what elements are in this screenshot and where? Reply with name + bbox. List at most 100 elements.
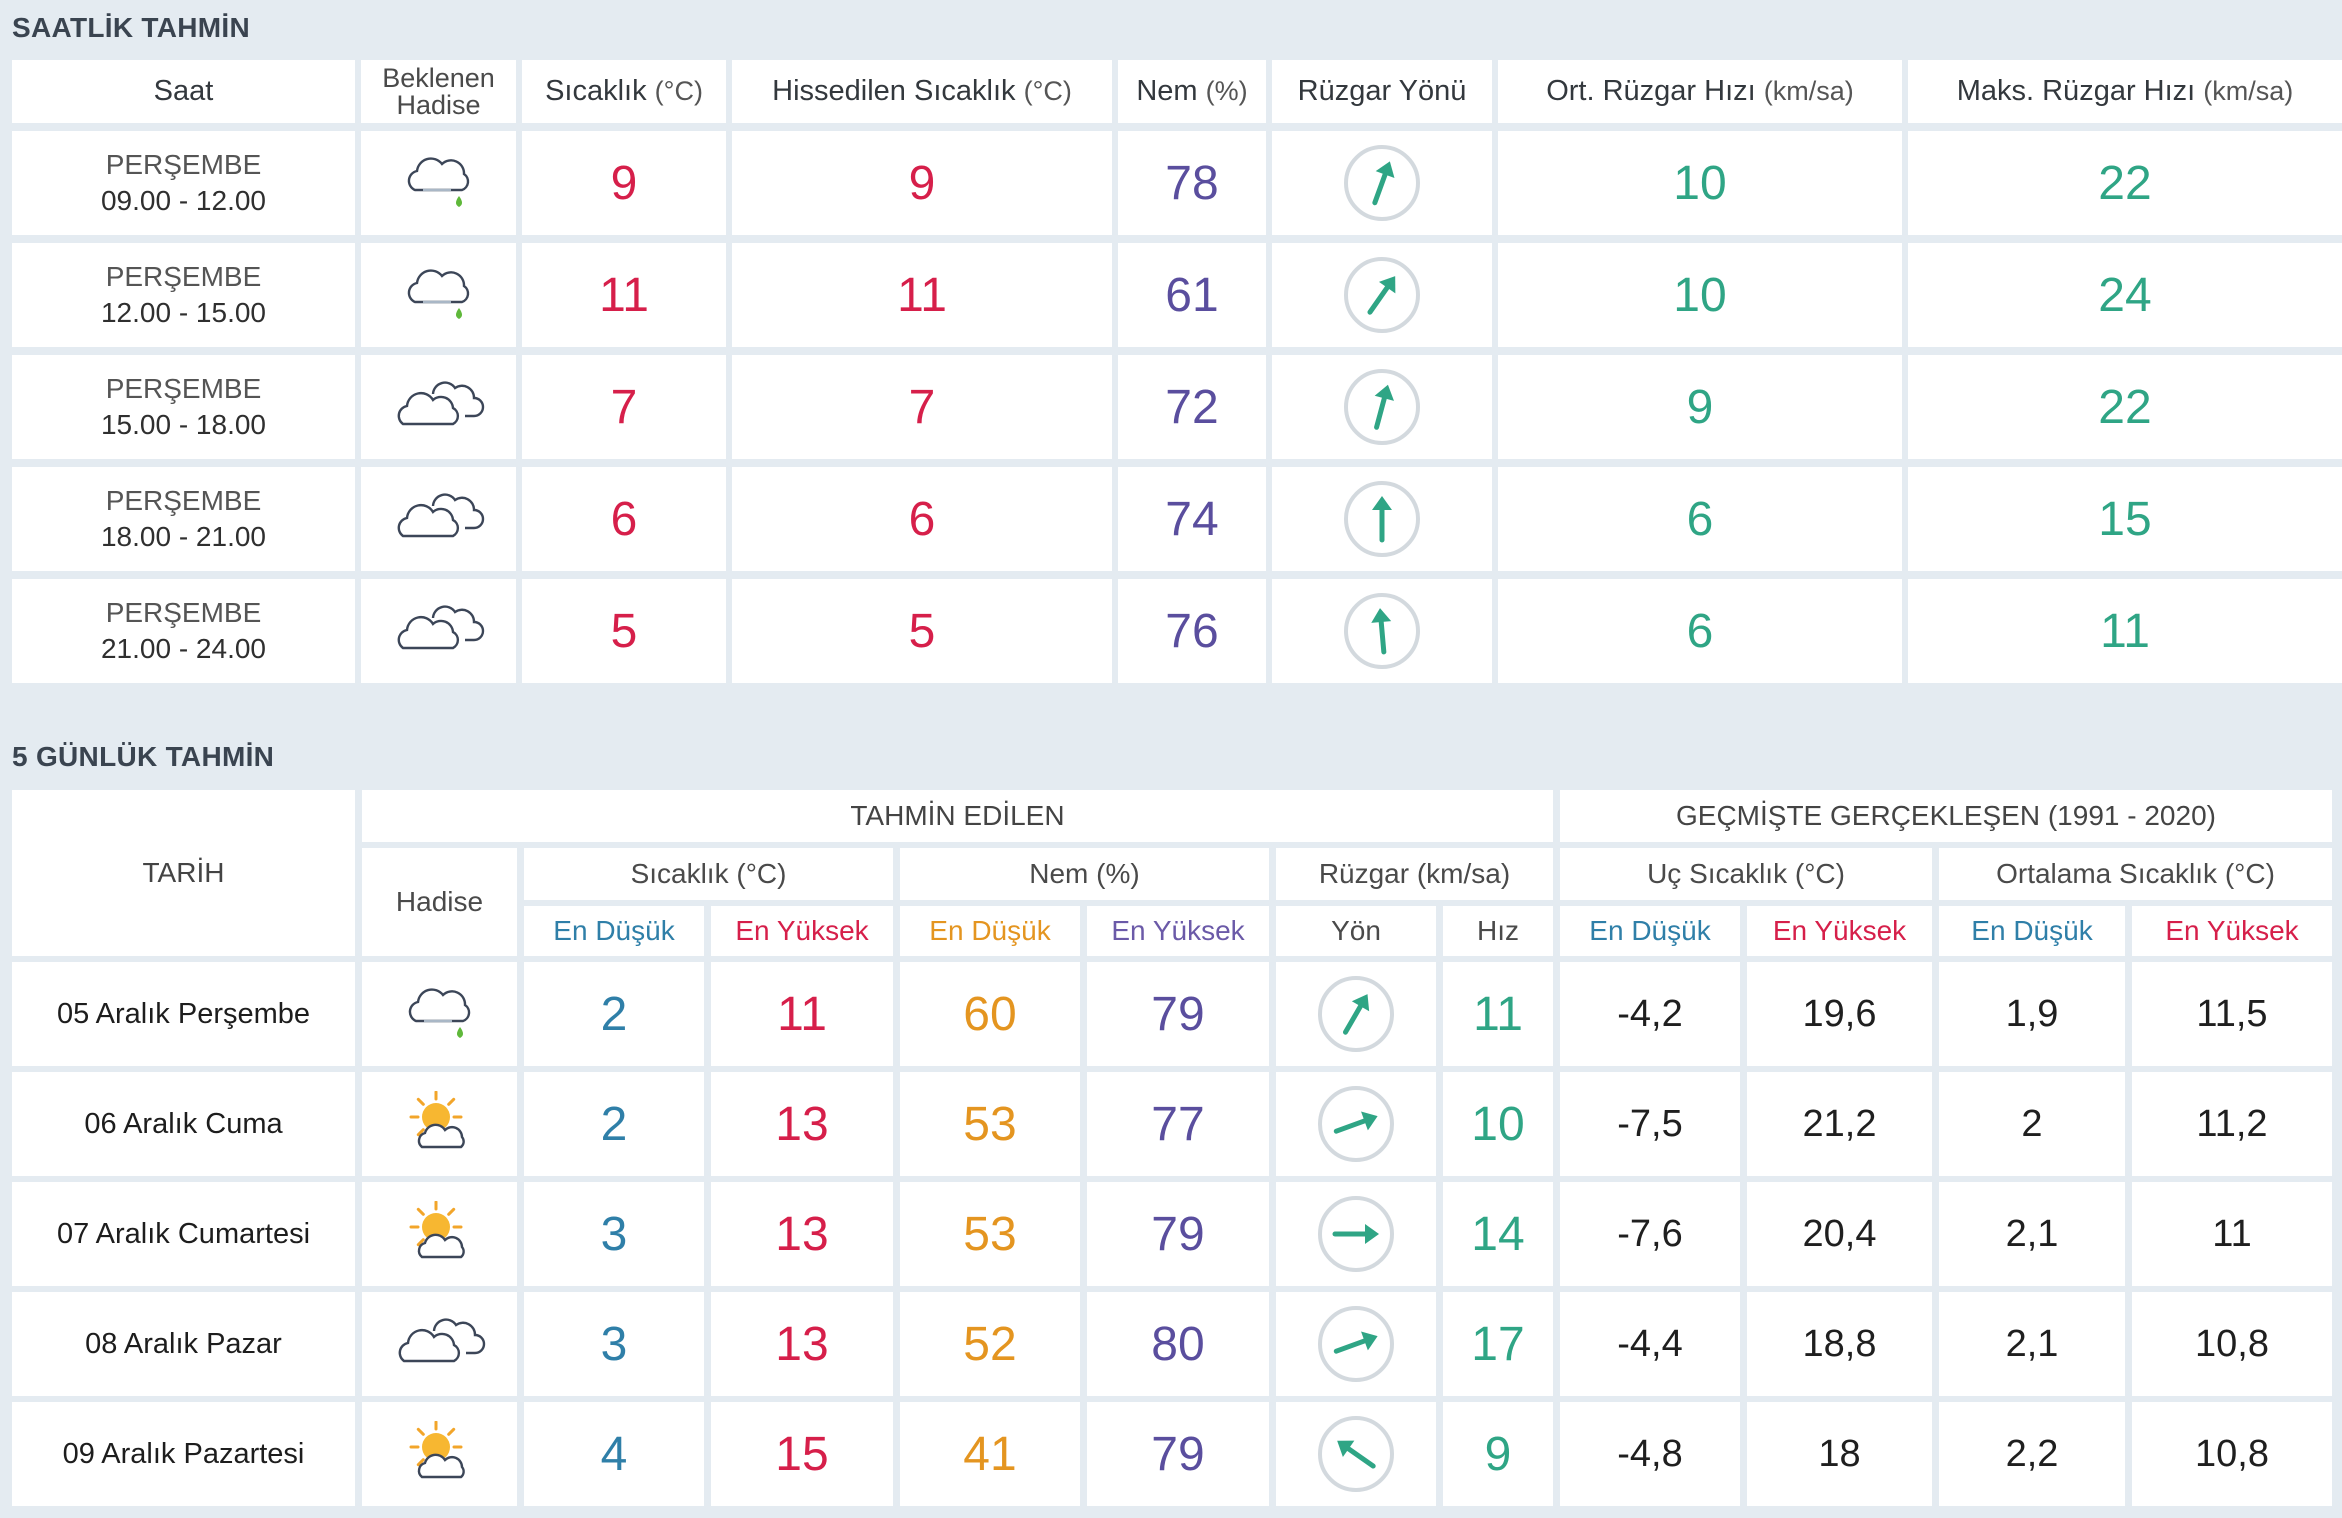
hourly-time-range: 21.00 - 24.00 bbox=[100, 633, 267, 664]
daily-extreme-min: -7,6 bbox=[1560, 1182, 1740, 1286]
header-gecmis: GEÇMİŞTE GERÇEKLEŞEN (1991 - 2020) bbox=[1560, 790, 2332, 842]
hourly-max-wind: 24 bbox=[1908, 243, 2342, 347]
header-hadise: Hadise bbox=[362, 848, 517, 956]
daily-average-max: 10,8 bbox=[2132, 1402, 2332, 1506]
hourly-wind-direction-cell bbox=[1272, 355, 1492, 459]
daily-humidity-max: 80 bbox=[1087, 1292, 1269, 1396]
daily-temp-max: 11 bbox=[711, 962, 893, 1066]
subheader-sicaklik-max: En Yüksek bbox=[711, 906, 893, 956]
daily-temp-max: 15 bbox=[711, 1402, 893, 1506]
hourly-feels-like: 5 bbox=[732, 579, 1112, 683]
hourly-feels-like: 11 bbox=[732, 243, 1112, 347]
wind-direction-arrow-icon bbox=[1341, 142, 1423, 224]
daily-weather-cell bbox=[362, 1072, 517, 1176]
subheader-uc-min: En Düşük bbox=[1560, 906, 1740, 956]
header-sicaklik-label: Sıcaklık bbox=[545, 75, 647, 107]
hourly-avg-wind: 9 bbox=[1498, 355, 1902, 459]
subheader-hiz: Hız bbox=[1443, 906, 1553, 956]
wind-direction-arrow-icon bbox=[1315, 1083, 1397, 1165]
hourly-time-range: 15.00 - 18.00 bbox=[100, 409, 267, 440]
hourly-time-range: 12.00 - 15.00 bbox=[100, 297, 267, 328]
hourly-weather-cell bbox=[361, 131, 516, 235]
hourly-table: Saat Beklenen Hadise Sıcaklık (°C) Hisse… bbox=[12, 60, 2342, 683]
hourly-weather-cell bbox=[361, 579, 516, 683]
daily-temp-min: 3 bbox=[524, 1182, 704, 1286]
hourly-humidity: 78 bbox=[1118, 131, 1266, 235]
daily-extreme-max: 21,2 bbox=[1747, 1072, 1932, 1176]
subheader-nem-min: En Düşük bbox=[900, 906, 1080, 956]
wind-direction-arrow-icon bbox=[1315, 1303, 1397, 1385]
hourly-avg-wind: 6 bbox=[1498, 579, 1902, 683]
hourly-wind-direction-cell bbox=[1272, 467, 1492, 571]
hourly-time-cell: PERŞEMBE 21.00 - 24.00 bbox=[12, 579, 355, 683]
header-nem-label: Nem bbox=[1136, 75, 1198, 107]
subheader-ort-min: En Düşük bbox=[1939, 906, 2125, 956]
subheader-uc-max: En Yüksek bbox=[1747, 906, 1932, 956]
daily-temp-min: 4 bbox=[524, 1402, 704, 1506]
hourly-humidity: 74 bbox=[1118, 467, 1266, 571]
daily-average-min: 1,9 bbox=[1939, 962, 2125, 1066]
daily-date: 07 Aralık Cumartesi bbox=[12, 1182, 355, 1286]
daily-extreme-min: -4,2 bbox=[1560, 962, 1740, 1066]
daily-extreme-max: 18,8 bbox=[1747, 1292, 1932, 1396]
daily-date: 06 Aralık Cuma bbox=[12, 1072, 355, 1176]
daily-weather-cell bbox=[362, 1292, 517, 1396]
daily-section-title: 5 GÜNLÜK TAHMİN bbox=[12, 741, 275, 772]
wind-direction-arrow-icon bbox=[1341, 254, 1423, 336]
daily-wind-direction-cell bbox=[1276, 962, 1436, 1066]
cloud-rain-icon bbox=[400, 983, 480, 1045]
header-hadise: Beklenen Hadise bbox=[361, 60, 516, 123]
hourly-feels-like: 9 bbox=[732, 131, 1112, 235]
hourly-feels-like: 7 bbox=[732, 355, 1112, 459]
header-sicaklik-group: Sıcaklık (°C) bbox=[524, 848, 893, 900]
hourly-temp: 9 bbox=[522, 131, 726, 235]
header-ruzgar-group: Rüzgar (km/sa) bbox=[1276, 848, 1553, 900]
header-hissedilen-unit: (°C) bbox=[1023, 76, 1072, 106]
daily-date: 09 Aralık Pazartesi bbox=[12, 1402, 355, 1506]
daily-temp-min: 2 bbox=[524, 1072, 704, 1176]
header-tahmin-edilen: TAHMİN EDİLEN bbox=[362, 790, 1553, 842]
header-maks-ruzgar-unit: (km/sa) bbox=[2203, 76, 2294, 106]
daily-humidity-max: 79 bbox=[1087, 962, 1269, 1066]
hourly-time-cell: PERŞEMBE 18.00 - 21.00 bbox=[12, 467, 355, 571]
partly-sunny-icon bbox=[398, 1201, 482, 1267]
header-tarih: TARİH bbox=[12, 790, 355, 956]
header-nem-unit: (%) bbox=[1205, 76, 1248, 106]
daily-humidity-min: 60 bbox=[900, 962, 1080, 1066]
header-sicaklik-unit: (°C) bbox=[654, 76, 703, 106]
daily-humidity-min: 52 bbox=[900, 1292, 1080, 1396]
hourly-temp: 11 bbox=[522, 243, 726, 347]
daily-average-min: 2,2 bbox=[1939, 1402, 2125, 1506]
hourly-wind-direction-cell bbox=[1272, 243, 1492, 347]
daily-average-max: 10,8 bbox=[2132, 1292, 2332, 1396]
daily-humidity-min: 41 bbox=[900, 1402, 1080, 1506]
wind-direction-arrow-icon bbox=[1315, 1413, 1397, 1495]
header-nem-group: Nem (%) bbox=[900, 848, 1269, 900]
header-maks-ruzgar: Maks. Rüzgar Hızı (km/sa) bbox=[1908, 60, 2342, 123]
hourly-temp: 5 bbox=[522, 579, 726, 683]
daily-humidity-max: 79 bbox=[1087, 1182, 1269, 1286]
daily-wind-direction-cell bbox=[1276, 1402, 1436, 1506]
daily-humidity-min: 53 bbox=[900, 1182, 1080, 1286]
hourly-avg-wind: 10 bbox=[1498, 131, 1902, 235]
header-sicaklik: Sıcaklık (°C) bbox=[522, 60, 726, 123]
hourly-day: PERŞEMBE bbox=[105, 484, 262, 516]
header-ortalama-sicaklik-group: Ortalama Sıcaklık (°C) bbox=[1939, 848, 2332, 900]
header-hissedilen: Hissedilen Sıcaklık (°C) bbox=[732, 60, 1112, 123]
daily-extreme-max: 18 bbox=[1747, 1402, 1932, 1506]
hourly-day: PERŞEMBE bbox=[105, 372, 262, 404]
daily-humidity-min: 53 bbox=[900, 1072, 1080, 1176]
hourly-wind-direction-cell bbox=[1272, 579, 1492, 683]
daily-humidity-max: 79 bbox=[1087, 1402, 1269, 1506]
daily-temp-max: 13 bbox=[711, 1072, 893, 1176]
hourly-temp: 7 bbox=[522, 355, 726, 459]
hourly-humidity: 76 bbox=[1118, 579, 1266, 683]
daily-average-min: 2 bbox=[1939, 1072, 2125, 1176]
daily-wind-speed: 17 bbox=[1443, 1292, 1553, 1396]
hourly-max-wind: 11 bbox=[1908, 579, 2342, 683]
hourly-time-cell: PERŞEMBE 09.00 - 12.00 bbox=[12, 131, 355, 235]
partly-sunny-icon bbox=[398, 1421, 482, 1487]
cloudy-icon bbox=[394, 1315, 486, 1373]
daily-weather-cell bbox=[362, 1182, 517, 1286]
hourly-day: PERŞEMBE bbox=[105, 596, 262, 628]
